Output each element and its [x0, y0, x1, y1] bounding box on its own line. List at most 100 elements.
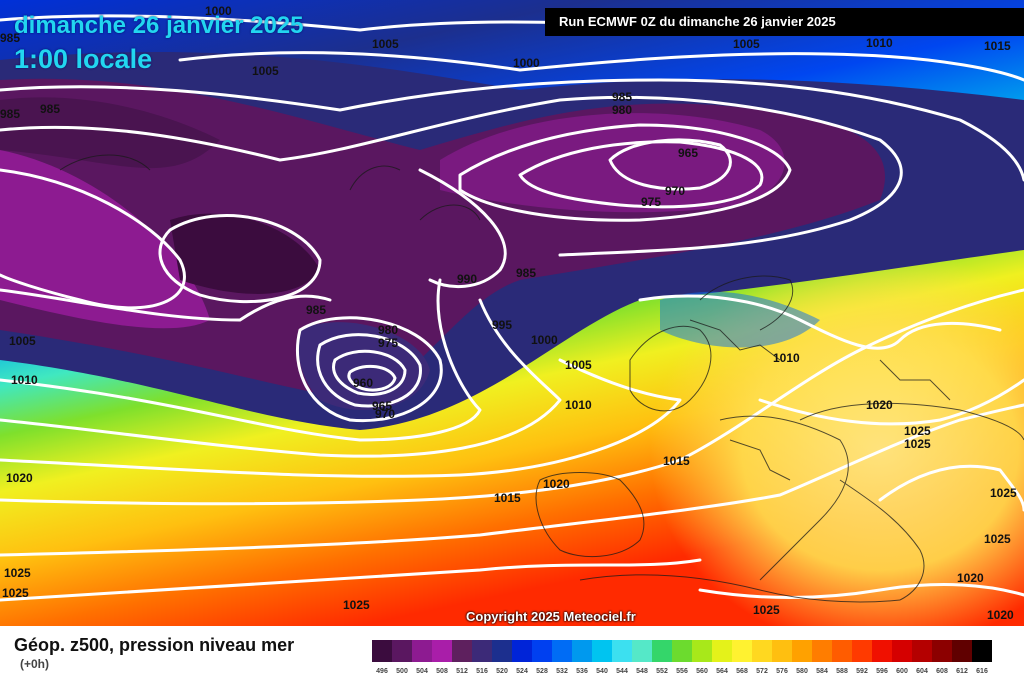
scale-label: 508 [436, 668, 448, 675]
scale-label: 532 [556, 668, 568, 675]
isobar-label: 1025 [990, 486, 1017, 500]
isobar-label: 975 [641, 195, 661, 209]
isobar-label: 1025 [753, 603, 780, 617]
run-banner: Run ECMWF 0Z du dimanche 26 janvier 2025 [545, 8, 1024, 36]
isobar-label: 1010 [773, 351, 800, 365]
scale-swatch [792, 640, 812, 662]
scale-swatch [372, 640, 392, 662]
isobar-label: 985 [40, 102, 60, 116]
scale-swatch [892, 640, 912, 662]
scale-swatch [452, 640, 472, 662]
isobar-label: 1025 [2, 586, 29, 600]
isobar-label: 980 [612, 103, 632, 117]
isobar-label: 1025 [984, 532, 1011, 546]
scale-label: 568 [736, 668, 748, 675]
isobar-label: 1020 [957, 571, 984, 585]
isobar-label: 985 [0, 31, 20, 45]
scale-swatch [552, 640, 572, 662]
isobar-label: 990 [457, 272, 477, 286]
isobar-label: 1025 [904, 424, 931, 438]
scale-swatch [612, 640, 632, 662]
map-time: 1:00 locale [14, 44, 153, 74]
isobar-label: 1025 [343, 598, 370, 612]
isobar-label: 970 [375, 407, 395, 421]
isobar-label: 1005 [733, 37, 760, 51]
scale-label: 500 [396, 668, 408, 675]
scale-swatch [812, 640, 832, 662]
scale-label: 536 [576, 668, 588, 675]
isobar-label: 985 [612, 90, 632, 104]
low-center-1: 965 [678, 146, 698, 160]
isobar-label: 1000 [205, 4, 232, 18]
scale-label: 580 [796, 668, 808, 675]
map-date: dimanche 26 janvier 2025 [14, 12, 304, 39]
scale-swatch [632, 640, 652, 662]
scale-label: 604 [916, 668, 928, 675]
scale-swatch [692, 640, 712, 662]
scale-label: 584 [816, 668, 828, 675]
scale-swatch [392, 640, 412, 662]
scale-swatch [952, 640, 972, 662]
scale-label: 544 [616, 668, 628, 675]
scale-swatch [972, 640, 992, 662]
isobar-label: 1010 [11, 373, 38, 387]
isobar-label: 985 [0, 107, 20, 121]
isobar-label: 985 [306, 303, 326, 317]
scale-label: 592 [856, 668, 868, 675]
isobar-label: 1005 [252, 64, 279, 78]
scale-swatch [672, 640, 692, 662]
scale-label: 512 [456, 668, 468, 675]
scale-label: 540 [596, 668, 608, 675]
isobar-label: 1025 [4, 566, 31, 580]
isobar-label: 1010 [565, 398, 592, 412]
scale-swatch [492, 640, 512, 662]
isobar-label: 1020 [866, 398, 893, 412]
scale-swatch [852, 640, 872, 662]
low-center-2: 960 [353, 376, 373, 390]
scale-swatch [752, 640, 772, 662]
isobar-label: 1015 [984, 39, 1011, 53]
scale-label: 552 [656, 668, 668, 675]
scale-swatch [732, 640, 752, 662]
scale-label: 504 [416, 668, 428, 675]
scale-swatch [472, 640, 492, 662]
legend-bar: Géop. z500, pression niveau mer (+0h) 49… [0, 626, 1024, 683]
isobar-label: 1005 [9, 334, 36, 348]
scale-swatch [712, 640, 732, 662]
scale-label: 520 [496, 668, 508, 675]
scale-swatch [932, 640, 952, 662]
scale-label: 616 [976, 668, 988, 675]
scale-label: 560 [696, 668, 708, 675]
scale-label: 556 [676, 668, 688, 675]
isobar-label: 1020 [543, 477, 570, 491]
scale-label: 528 [536, 668, 548, 675]
isobar-label: 1005 [565, 358, 592, 372]
isobar-label: 1005 [372, 37, 399, 51]
scale-swatch [592, 640, 612, 662]
scale-label: 600 [896, 668, 908, 675]
scale-swatch [872, 640, 892, 662]
scale-swatch [532, 640, 552, 662]
isobar-label: 1010 [866, 36, 893, 50]
isobar-label: 975 [378, 336, 398, 350]
scale-label: 572 [756, 668, 768, 675]
scale-swatch [572, 640, 592, 662]
legend-subtitle: (+0h) [20, 657, 50, 671]
scale-swatch [512, 640, 532, 662]
scale-swatch [412, 640, 432, 662]
scale-swatch [432, 640, 452, 662]
scale-label: 588 [836, 668, 848, 675]
isobar-label: 970 [665, 184, 685, 198]
isobar-label: 980 [378, 323, 398, 337]
scale-swatch [832, 640, 852, 662]
isobar-label: 1020 [987, 608, 1014, 622]
isobar-label: 985 [516, 266, 536, 280]
copyright: Copyright 2025 Meteociel.fr [466, 609, 636, 624]
scale-label: 576 [776, 668, 788, 675]
isobar-label: 1000 [513, 56, 540, 70]
scale-label: 564 [716, 668, 728, 675]
scale-label: 516 [476, 668, 488, 675]
scale-label: 524 [516, 668, 528, 675]
isobar-label: 1020 [6, 471, 33, 485]
scale-label: 596 [876, 668, 888, 675]
